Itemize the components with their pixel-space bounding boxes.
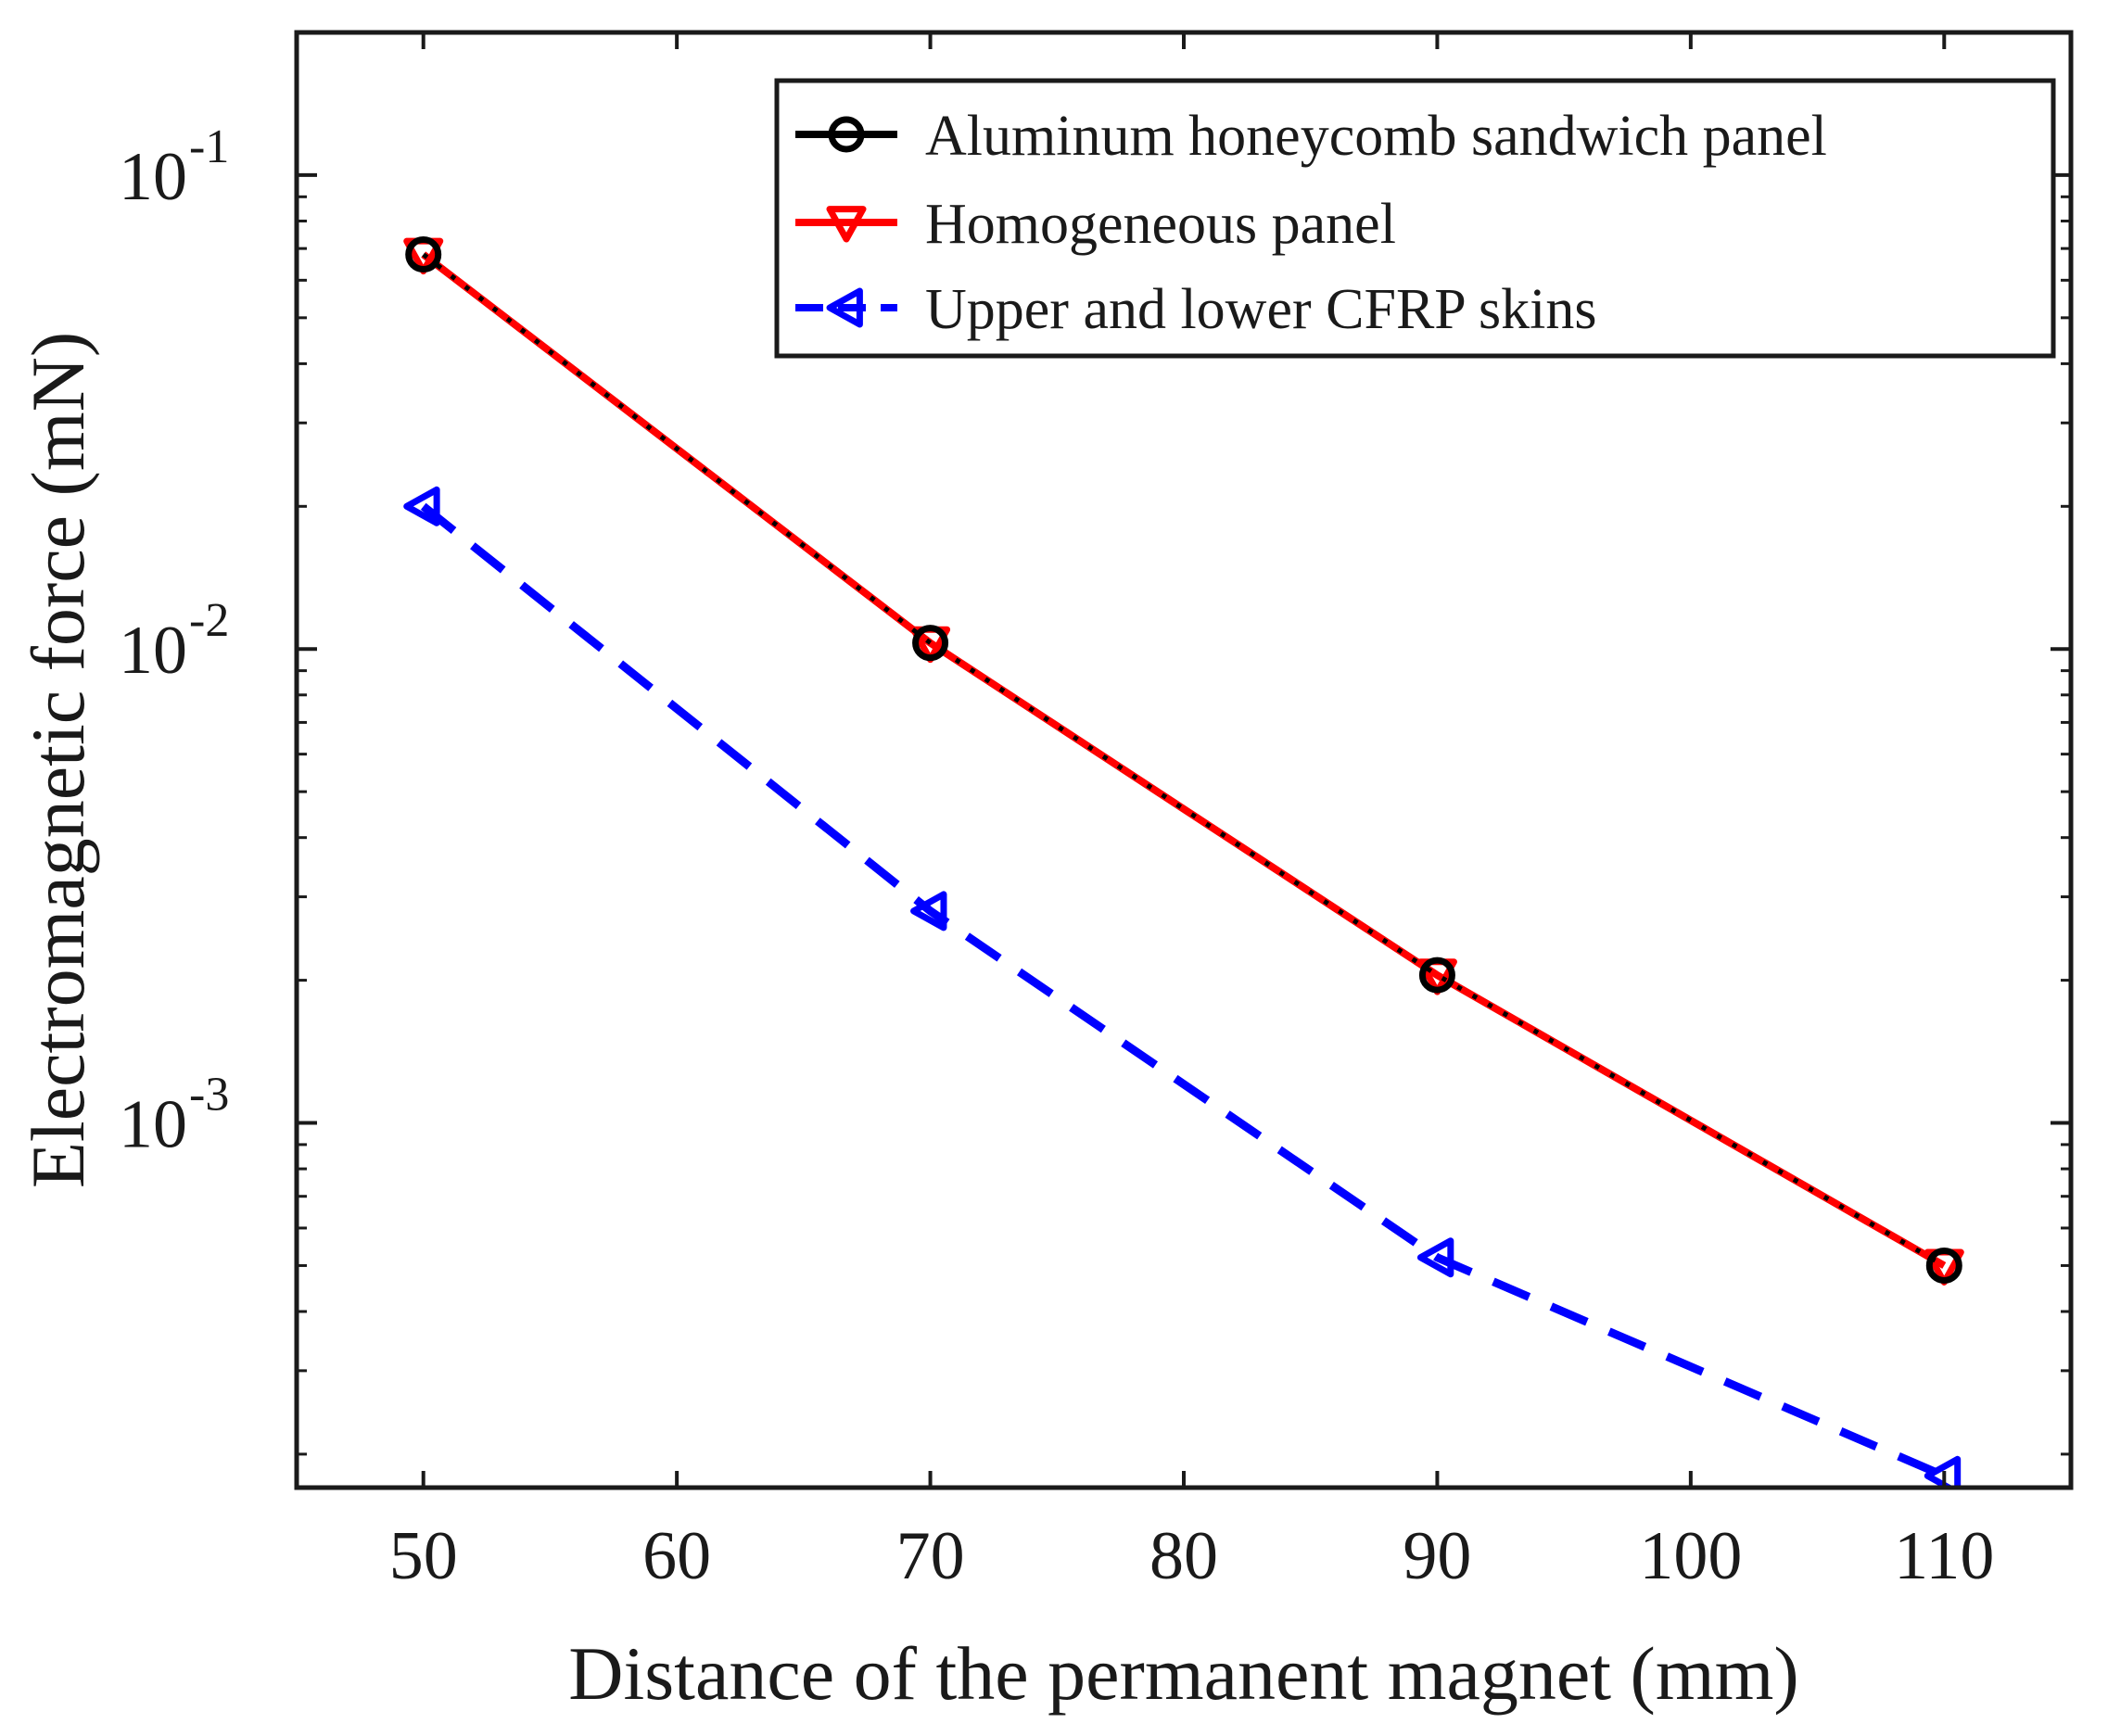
x-tick-label-70: 70 <box>896 1518 965 1594</box>
series-line-upper-and-lower-cfrp-skins <box>420 502 1947 1480</box>
legend-entry-upper-and-lower-cfrp-skins: Upper and lower CFRP skins <box>795 278 1596 341</box>
y-tick-exponent--2: -2 <box>189 594 229 647</box>
y-axis-label: Electromagnetic force (mN) <box>16 332 100 1188</box>
y-tick-label--1: 10 <box>119 139 187 215</box>
legend-entry-homogeneous-panel: Homogeneous panel <box>795 193 1396 256</box>
data-point-aluminum-honeycomb-sandwich-panel-70 <box>912 625 949 662</box>
x-tick-label-100: 100 <box>1639 1518 1742 1594</box>
y-tick-exponent--1: -1 <box>189 120 229 173</box>
legend-marker-aluminum-honeycomb-sandwich-panel <box>828 116 865 153</box>
x-tick-labels: 50 60 70 80 90 100 110 <box>389 1518 1995 1594</box>
series-aluminum-honeycomb-sandwich-panel <box>405 236 1962 1284</box>
series-line-aluminum-honeycomb-sandwich-panel <box>422 252 1946 1268</box>
plot-area-frame <box>294 30 2074 1490</box>
data-point-aluminum-honeycomb-sandwich-panel-90 <box>1418 957 1455 994</box>
data-point-upper-and-lower-cfrp-skins-90 <box>1416 1237 1454 1278</box>
legend-entry-aluminum-honeycomb-sandwich-panel: Aluminum honeycomb sandwich panel <box>795 105 1827 168</box>
data-point-aluminum-honeycomb-sandwich-panel-50 <box>405 236 442 273</box>
y-tick-label--3: 10 <box>119 1087 187 1163</box>
y-tick-exponent--3: -3 <box>189 1069 229 1121</box>
x-tick-label-80: 80 <box>1149 1518 1218 1594</box>
data-point-upper-and-lower-cfrp-skins-70 <box>910 891 947 931</box>
legend-marker-homogeneous-panel <box>826 206 867 243</box>
legend: Aluminum honeycomb sandwich panel Homogen… <box>774 78 2056 359</box>
x-tick-label-50: 50 <box>389 1518 458 1594</box>
y-tick-label--2: 10 <box>119 613 187 689</box>
legend-label-homogeneous-panel: Homogeneous panel <box>925 193 1396 256</box>
x-tick-label-110: 110 <box>1894 1518 1994 1594</box>
x-tick-label-60: 60 <box>642 1518 711 1594</box>
legend-label-upper-and-lower-cfrp-skins: Upper and lower CFRP skins <box>925 278 1596 341</box>
x-tick-label-90: 90 <box>1403 1518 1471 1594</box>
legend-entries: Aluminum honeycomb sandwich panel Homogen… <box>795 105 1827 341</box>
y-tick-labels: 10-110-210-3 <box>119 120 229 1163</box>
data-point-upper-and-lower-cfrp-skins-50 <box>403 486 440 526</box>
legend-box <box>774 78 2056 359</box>
series-layer <box>403 236 1964 1488</box>
legend-marker-upper-and-lower-cfrp-skins <box>826 287 863 328</box>
legend-label-aluminum-honeycomb-sandwich-panel: Aluminum honeycomb sandwich panel <box>925 105 1827 168</box>
data-point-aluminum-honeycomb-sandwich-panel-110 <box>1925 1247 1962 1284</box>
x-axis-label: Distance of the permanent magnet (mm) <box>568 1631 1798 1716</box>
